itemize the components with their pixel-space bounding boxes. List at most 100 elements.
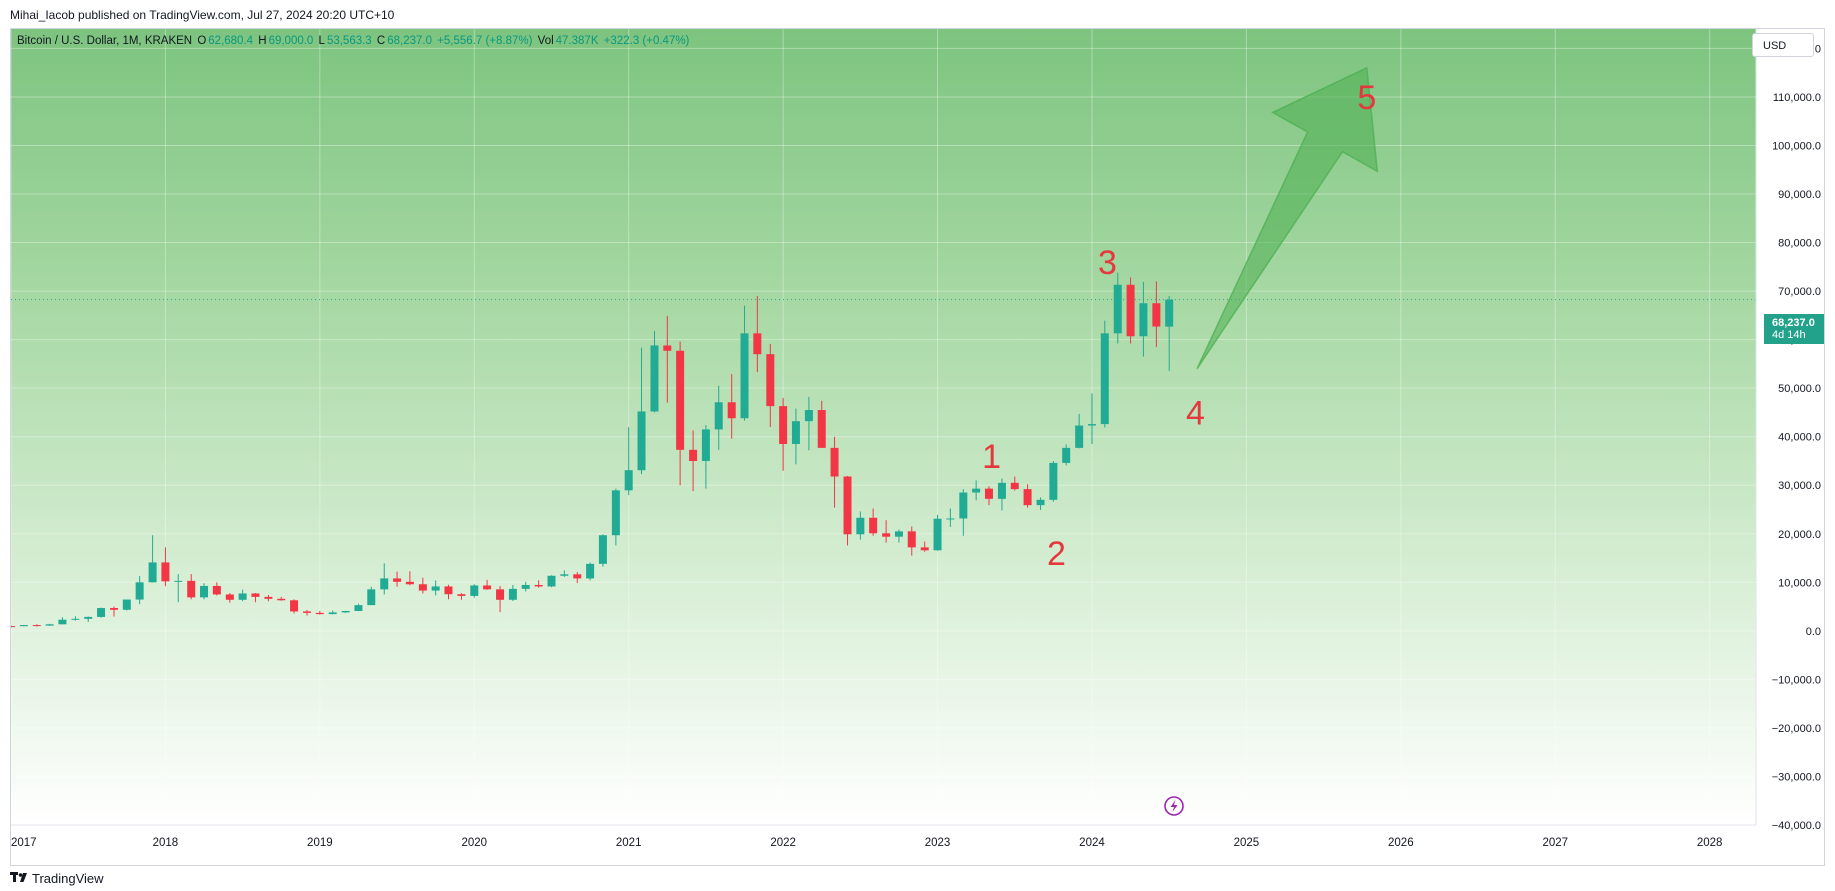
candle <box>225 592 234 603</box>
candle-body <box>598 535 607 564</box>
candle <box>277 596 286 601</box>
candle <box>791 408 800 465</box>
candle-body <box>161 562 170 582</box>
candle-body <box>135 582 144 600</box>
volume-label: Vol <box>537 35 554 47</box>
chart-frame[interactable]: 1 2 3 4 5 1 20,000.0 110,000.0 100,000.0 90,000.… <box>10 28 1825 866</box>
candle <box>1087 393 1096 444</box>
y-tick-label: −30,000.0 <box>1772 771 1821 783</box>
candle <box>701 425 710 489</box>
wave-label-2: 2 <box>1047 535 1066 573</box>
candle <box>212 582 221 596</box>
candle-body <box>727 402 736 419</box>
candle <box>521 581 530 592</box>
candle-body <box>251 593 260 597</box>
price-chart[interactable]: 1 2 3 4 5 1 20,000.0 110,000.0 100,000.0 90,000.… <box>11 29 1825 866</box>
x-tick-label: 2017 <box>11 837 37 849</box>
candle-body <box>689 449 698 461</box>
y-tick-label: 30,000.0 <box>1778 480 1821 492</box>
high-label: H <box>258 35 267 47</box>
candle-body <box>856 517 865 535</box>
candle <box>843 476 852 546</box>
candle-body <box>740 333 749 419</box>
candle <box>959 489 968 536</box>
candle <box>290 599 299 614</box>
projection-arrow-shape <box>1196 66 1379 370</box>
candle <box>251 592 260 603</box>
currency-button[interactable]: USD <box>1752 33 1814 57</box>
candle-body <box>71 618 80 620</box>
candles <box>11 272 1174 628</box>
lightning-icon[interactable] <box>1164 796 1184 816</box>
candle-body <box>1075 425 1084 448</box>
candle-body <box>1165 299 1174 327</box>
candle <box>547 575 556 588</box>
x-tick-label: 2026 <box>1388 837 1414 849</box>
candle-body <box>521 584 530 589</box>
candle <box>19 625 28 627</box>
candle <box>1062 444 1071 466</box>
candle-body <box>830 447 839 477</box>
candle-body <box>1087 424 1096 426</box>
y-tick-label: 20,000.0 <box>1778 529 1821 541</box>
footer-brand[interactable]: TradingView <box>32 871 104 886</box>
candle <box>624 427 633 495</box>
tradingview-logo-icon[interactable] <box>10 872 32 884</box>
candle-body <box>534 584 543 587</box>
low-value: 53,563.3 <box>326 35 372 47</box>
candle <box>187 574 196 600</box>
candle-body <box>779 406 788 444</box>
candle-body <box>984 488 993 499</box>
y-tick-label: 50,000.0 <box>1778 383 1821 395</box>
candle-body <box>1010 482 1019 490</box>
y-tick-label: 110,000.0 <box>1773 92 1821 104</box>
candle-body <box>187 580 196 598</box>
candle-body <box>959 492 968 519</box>
candle <box>1010 476 1019 491</box>
plot-background <box>11 29 1756 825</box>
open-value: 62,680.4 <box>208 35 254 47</box>
candle <box>817 400 826 448</box>
candle-body <box>547 575 556 587</box>
candle <box>637 347 646 475</box>
candle <box>534 580 543 588</box>
wave-label-3: 3 <box>1098 244 1117 282</box>
candle <box>200 583 209 600</box>
candle-body <box>946 518 955 520</box>
candle-body <box>714 402 723 430</box>
candle-body <box>457 594 466 596</box>
y-tick-label: 0.0 <box>1806 626 1821 638</box>
candle-body <box>586 563 595 579</box>
candle <box>303 609 312 616</box>
candle <box>727 374 736 439</box>
price-axis: 120,000.0110,000.0100,000.090,000.080,00… <box>1755 29 1821 832</box>
candle-body <box>315 612 324 615</box>
y-tick-label: 80,000.0 <box>1778 238 1821 250</box>
candle <box>483 579 492 590</box>
last-price-label: 68,237.0 4d 14h <box>1764 314 1824 344</box>
candle <box>972 480 981 501</box>
candle <box>753 295 762 373</box>
y-tick-label: 40,000.0 <box>1778 432 1821 444</box>
candle-body <box>405 581 414 585</box>
candle <box>405 571 414 586</box>
x-tick-label: 2023 <box>925 837 951 849</box>
y-tick-label: 10,000.0 <box>1778 577 1821 589</box>
symbol-title: Bitcoin / U.S. Dollar, 1M, KRAKEN <box>17 35 193 47</box>
candle-body <box>45 624 54 626</box>
candle <box>1100 320 1109 428</box>
candle-body <box>483 585 492 590</box>
candle-body <box>907 531 916 548</box>
candle <box>804 396 813 451</box>
candle-body <box>122 599 131 610</box>
candle-body <box>418 584 427 591</box>
candle-body <box>611 490 620 536</box>
candle <box>1152 281 1161 347</box>
candle <box>907 526 916 556</box>
candle-body <box>650 345 659 412</box>
change-value: +5,556.7 (+8.87%) <box>437 35 533 47</box>
candle-body <box>238 593 247 600</box>
candle-body <box>701 429 710 461</box>
candle-body <box>663 345 672 351</box>
candle <box>560 570 569 577</box>
